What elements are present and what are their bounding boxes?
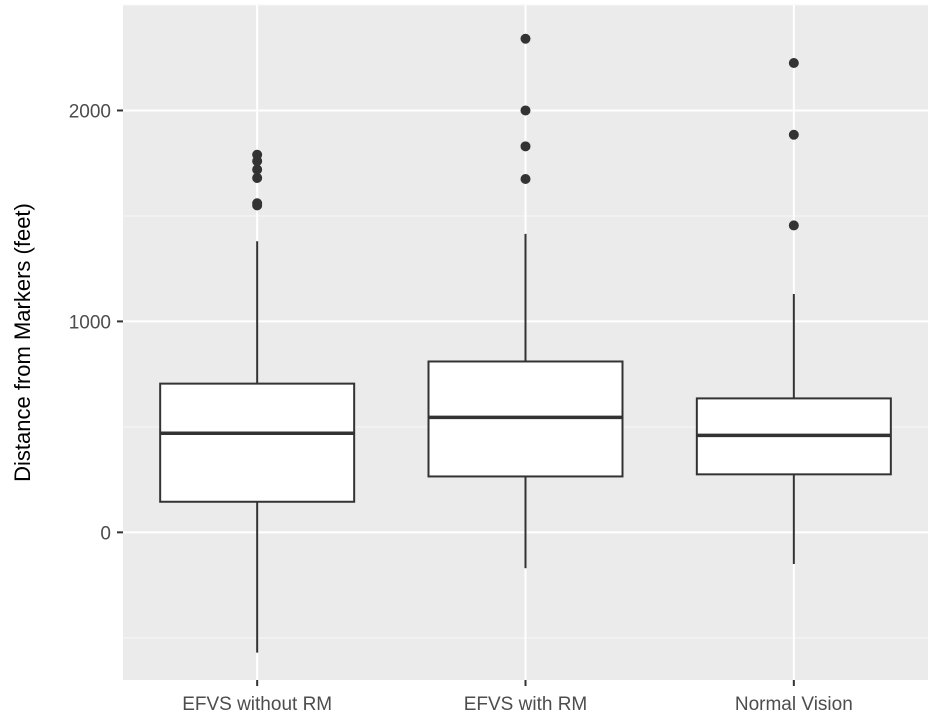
y-tick-label: 2000 xyxy=(69,101,111,122)
outlier-point xyxy=(520,105,531,116)
y-tick-label: 0 xyxy=(100,523,111,544)
box xyxy=(159,382,356,503)
box-group xyxy=(695,58,892,564)
x-tick-label: EFVS without RM xyxy=(182,694,332,715)
outlier-point xyxy=(788,58,799,69)
outlier-point xyxy=(252,149,263,160)
x-tick-label: EFVS with RM xyxy=(464,694,588,715)
x-tick-label: Normal Vision xyxy=(735,694,853,715)
boxes xyxy=(159,33,892,653)
x-axis: EFVS without RM EFVS with RM Normal Vision xyxy=(182,680,853,715)
y-tick-label: 1000 xyxy=(69,312,111,333)
outlier-point xyxy=(252,198,263,209)
outlier-point xyxy=(520,33,531,44)
y-axis-title: Distance from Markers (feet) xyxy=(10,203,35,482)
box-group xyxy=(427,33,624,569)
outlier-point xyxy=(252,172,263,183)
outlier-point xyxy=(520,141,531,152)
y-axis: 0 1000 2000 xyxy=(69,101,123,544)
outlier-point xyxy=(788,220,799,231)
outlier-point xyxy=(252,164,263,175)
outlier-point xyxy=(788,129,799,140)
outlier-point xyxy=(520,174,531,185)
box-group xyxy=(159,149,356,653)
